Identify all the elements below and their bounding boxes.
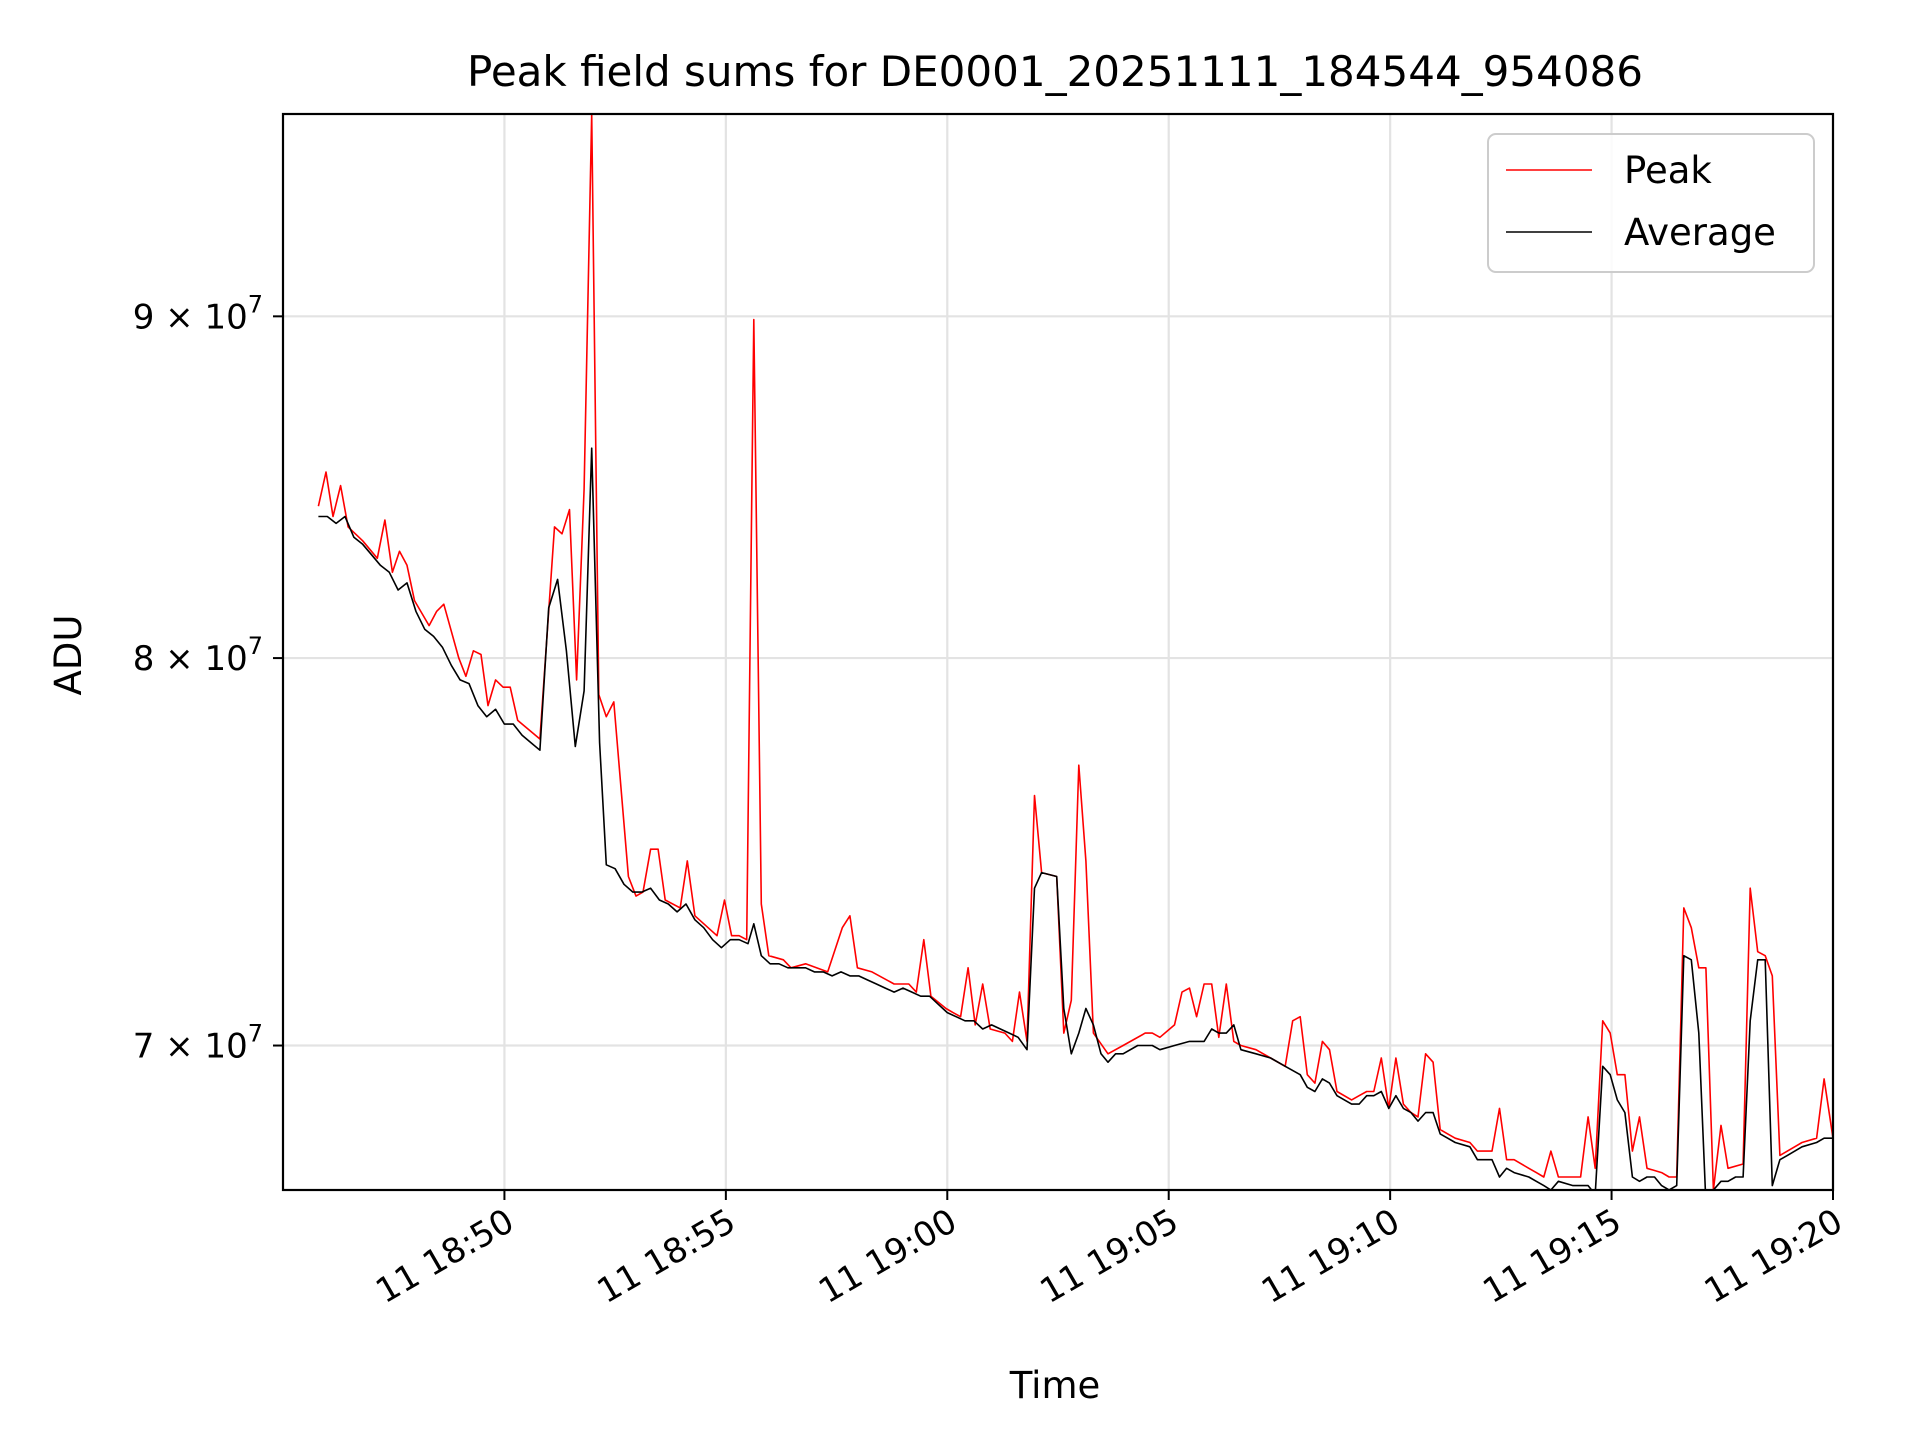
legend-box: [1487, 133, 1815, 273]
chart-title: Peak field sums for DE0001_20251111_1845…: [467, 47, 1643, 96]
y-tick-label: 9 × 107: [133, 290, 263, 337]
legend-label-peak: Peak: [1624, 149, 1712, 192]
y-axis-label: ADU: [47, 615, 90, 696]
y-tick-mantissa: 9 × 10: [133, 297, 248, 337]
y-tick-exponent: 7: [248, 290, 263, 318]
series-line-peak: [317, 114, 1833, 1190]
plot-frame: [281, 112, 1835, 1192]
legend-label-average: Average: [1624, 211, 1776, 254]
plot-background: [283, 114, 1833, 1190]
series-lines: [317, 114, 1833, 1190]
plot-area: [281, 112, 1835, 1192]
y-tick-mantissa: 8 × 10: [133, 639, 248, 679]
x-axis-label: Time: [1009, 1364, 1101, 1407]
y-tick-exponent: 7: [248, 1020, 263, 1048]
y-tick-mantissa: 7 × 10: [133, 1027, 248, 1067]
y-tick-exponent: 7: [248, 632, 263, 660]
y-tick-label: 8 × 107: [133, 632, 263, 679]
series-line-average: [318, 447, 1833, 1190]
y-tick-label: 7 × 107: [133, 1020, 263, 1067]
legend: Peak Average: [1487, 133, 1815, 273]
